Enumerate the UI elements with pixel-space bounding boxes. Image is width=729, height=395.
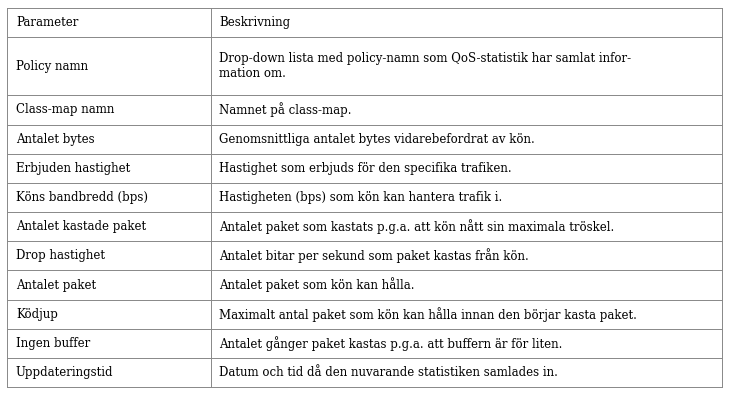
- Text: Antalet gånger paket kastas p.g.a. att buffern är för liten.: Antalet gånger paket kastas p.g.a. att b…: [219, 336, 563, 351]
- Text: Antalet paket som kastats p.g.a. att kön nått sin maximala tröskel.: Antalet paket som kastats p.g.a. att kön…: [219, 219, 615, 234]
- Text: Antalet kastade paket: Antalet kastade paket: [16, 220, 146, 233]
- Text: Köns bandbredd (bps): Köns bandbredd (bps): [16, 191, 148, 204]
- Text: Ingen buffer: Ingen buffer: [16, 337, 90, 350]
- Text: Drop hastighet: Drop hastighet: [16, 249, 105, 262]
- Text: Datum och tid då den nuvarande statistiken samlades in.: Datum och tid då den nuvarande statistik…: [219, 366, 558, 379]
- Text: Maximalt antal paket som kön kan hålla innan den börjar kasta paket.: Maximalt antal paket som kön kan hålla i…: [219, 307, 637, 322]
- Text: Antalet bytes: Antalet bytes: [16, 133, 95, 146]
- Text: Uppdateringstid: Uppdateringstid: [16, 366, 114, 379]
- Text: Hastigheten (bps) som kön kan hantera trafik i.: Hastigheten (bps) som kön kan hantera tr…: [219, 191, 503, 204]
- Text: Ködjup: Ködjup: [16, 308, 58, 321]
- Text: Namnet på class-map.: Namnet på class-map.: [219, 103, 352, 117]
- Text: Antalet bitar per sekund som paket kastas från kön.: Antalet bitar per sekund som paket kasta…: [219, 248, 529, 263]
- Text: Class-map namn: Class-map namn: [16, 103, 114, 117]
- Text: Erbjuden hastighet: Erbjuden hastighet: [16, 162, 130, 175]
- Text: Drop-down lista med policy-namn som QoS-statistik har samlat infor-: Drop-down lista med policy-namn som QoS-…: [219, 52, 631, 65]
- Text: Antalet paket som kön kan hålla.: Antalet paket som kön kan hålla.: [219, 278, 415, 292]
- Text: mation om.: mation om.: [219, 67, 286, 80]
- Text: Hastighet som erbjuds för den specifika trafiken.: Hastighet som erbjuds för den specifika …: [219, 162, 512, 175]
- Text: Antalet paket: Antalet paket: [16, 278, 96, 292]
- Text: Beskrivning: Beskrivning: [219, 16, 291, 29]
- Text: Policy namn: Policy namn: [16, 60, 88, 73]
- Text: Parameter: Parameter: [16, 16, 78, 29]
- Text: Genomsnittliga antalet bytes vidarebefordrat av kön.: Genomsnittliga antalet bytes vidarebefor…: [219, 133, 535, 146]
